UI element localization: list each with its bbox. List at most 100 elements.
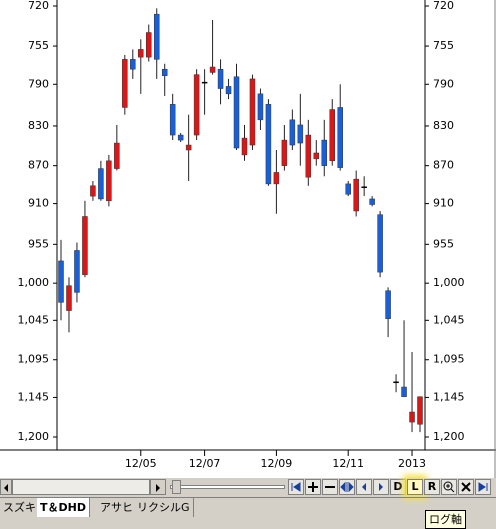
y2-tick-label: 720 bbox=[433, 0, 454, 12]
search-button[interactable] bbox=[441, 479, 457, 495]
y-tick-label: 1,000 bbox=[18, 276, 50, 289]
candle-body bbox=[82, 216, 88, 275]
y2-tick-label: 1,145 bbox=[433, 390, 465, 403]
candle-body bbox=[305, 134, 312, 178]
candle-body bbox=[265, 104, 272, 185]
y2-tick-label: 1,200 bbox=[433, 430, 465, 443]
l-button[interactable]: L bbox=[407, 479, 423, 495]
scroll-right[interactable] bbox=[150, 479, 166, 495]
y-tick-label: 1,095 bbox=[18, 353, 50, 366]
candle-body bbox=[185, 144, 192, 151]
candle-body bbox=[177, 134, 184, 141]
candle-body bbox=[169, 104, 176, 136]
y-tick-label: 830 bbox=[28, 119, 49, 132]
candle-body bbox=[257, 93, 264, 121]
y-tick-label: 1,145 bbox=[18, 390, 50, 403]
zoom-out-button[interactable] bbox=[322, 479, 338, 495]
y-tick-label: 1,200 bbox=[18, 430, 50, 443]
candle-body bbox=[289, 119, 296, 146]
tab-bar: スズキ T＆DHD アサヒ リクシルG bbox=[0, 497, 496, 517]
candle-body bbox=[217, 68, 224, 89]
y-tick-label: 720 bbox=[28, 0, 49, 12]
candle-body bbox=[353, 178, 359, 212]
first-button[interactable] bbox=[288, 479, 304, 495]
y-tick-label: 755 bbox=[28, 39, 49, 52]
candle-body bbox=[114, 142, 120, 169]
y-tick-label: 955 bbox=[28, 237, 49, 250]
candle-body bbox=[377, 214, 383, 273]
candle-body bbox=[209, 66, 216, 73]
tab[interactable]: リクシルG bbox=[134, 498, 194, 517]
candle-body bbox=[337, 107, 343, 168]
toolbar: D L R bbox=[0, 478, 496, 496]
y-tick-label: 1,045 bbox=[18, 313, 50, 326]
candle-body bbox=[138, 49, 144, 58]
candle-body bbox=[146, 32, 152, 58]
zoom-track bbox=[170, 485, 285, 489]
d-button[interactable]: D bbox=[390, 479, 406, 495]
y-tick-label: 870 bbox=[28, 159, 49, 172]
candle-body bbox=[321, 139, 328, 166]
candle-body bbox=[313, 152, 320, 160]
scroll-left[interactable] bbox=[0, 479, 12, 495]
y-tick-label: 790 bbox=[28, 77, 49, 90]
tab[interactable]: アサヒ bbox=[97, 498, 137, 517]
y2-tick-label: 1,000 bbox=[433, 276, 465, 289]
y2-tick-label: 870 bbox=[433, 159, 454, 172]
x-tick-label: 12/05 bbox=[125, 457, 157, 470]
candle-body bbox=[153, 13, 160, 60]
last-button[interactable] bbox=[475, 479, 491, 495]
candle-body bbox=[273, 172, 280, 185]
candle-body bbox=[393, 381, 399, 384]
close-button[interactable] bbox=[458, 479, 474, 495]
y2-tick-label: 910 bbox=[433, 197, 454, 210]
candle-body bbox=[361, 186, 367, 188]
y2-tick-label: 955 bbox=[433, 237, 454, 250]
candle-body bbox=[401, 386, 407, 397]
candle-body bbox=[369, 198, 375, 205]
y2-tick-label: 790 bbox=[433, 77, 454, 90]
y2-tick-label: 1,045 bbox=[433, 313, 465, 326]
tab[interactable]: スズキ bbox=[0, 498, 40, 517]
candle-body bbox=[345, 183, 351, 195]
candle-body bbox=[193, 74, 200, 136]
prev-button[interactable] bbox=[356, 479, 372, 495]
chart: 720 720 755 755 790 790 830 830 870 870 910 910 955 9… bbox=[0, 0, 496, 478]
candle-body bbox=[130, 59, 136, 70]
candle-body bbox=[409, 411, 415, 423]
next-button[interactable] bbox=[373, 479, 389, 495]
candle-body bbox=[161, 68, 168, 76]
candle-body bbox=[66, 285, 72, 311]
zoom-thumb[interactable] bbox=[172, 480, 181, 494]
candle-body bbox=[329, 109, 335, 162]
y2-tick-label: 830 bbox=[433, 119, 454, 132]
y2-tick-label: 755 bbox=[433, 39, 454, 52]
tooltip: ログ軸 bbox=[425, 510, 466, 529]
candle-body bbox=[98, 168, 104, 200]
zoom-in-button[interactable] bbox=[305, 479, 321, 495]
y-tick-label: 910 bbox=[28, 197, 49, 210]
candle-body bbox=[385, 290, 391, 319]
scroll-track[interactable] bbox=[12, 479, 150, 495]
r-button[interactable]: R bbox=[424, 479, 440, 495]
candle-body bbox=[249, 78, 256, 146]
candle-body bbox=[233, 76, 240, 149]
candle-body bbox=[201, 81, 208, 84]
candle-body bbox=[122, 59, 128, 108]
candle-body bbox=[225, 86, 232, 95]
y2-tick-label: 1,095 bbox=[433, 353, 465, 366]
x-tick-label: 12/09 bbox=[261, 457, 293, 470]
x-tick-label: 12/11 bbox=[332, 457, 364, 470]
candle-body bbox=[241, 137, 248, 156]
fit-button[interactable] bbox=[339, 479, 355, 495]
candle-body bbox=[90, 185, 96, 197]
candle-body bbox=[297, 124, 304, 144]
candle-body bbox=[281, 139, 288, 166]
candle-body bbox=[106, 160, 112, 202]
candle-body bbox=[417, 396, 423, 425]
candle-body bbox=[58, 260, 64, 303]
x-tick-label: 12/07 bbox=[189, 457, 221, 470]
tab[interactable]: T＆DHD bbox=[37, 498, 90, 517]
x-tick-label: 2013 bbox=[398, 457, 426, 470]
